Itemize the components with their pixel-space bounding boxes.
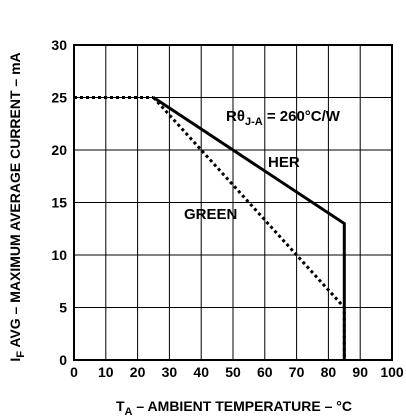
- x-tick-label-6: 60: [257, 364, 273, 380]
- y-axis-title: IF AVG – MAXIMUM AVERAGE CURRENT – mA: [7, 52, 27, 361]
- x-tick-label-0: 0: [70, 364, 78, 380]
- series-line-green: [152, 96, 346, 360]
- thermal-resistance-annotation: RθJ-A = 260°C/W: [226, 108, 341, 128]
- plot-frame: [73, 44, 393, 361]
- series-label-green: GREEN: [184, 206, 237, 223]
- x-tick-label-5: 50: [225, 364, 241, 380]
- x-tick-label-2: 20: [130, 364, 146, 380]
- x-tick-label-8: 80: [321, 364, 337, 380]
- y-tick-label-3: 15: [51, 195, 67, 211]
- x-tick-label-9: 90: [352, 364, 368, 380]
- y-tick-label-5: 25: [51, 90, 67, 106]
- y-tick-label-0: 0: [59, 352, 67, 368]
- y-tick-label-4: 20: [51, 142, 67, 158]
- series-layer: [74, 96, 346, 360]
- series-label-her: HER: [268, 154, 300, 171]
- x-axis-title: TA – AMBIENT TEMPERATURE – °C: [116, 398, 352, 417]
- y-tick-label-6: 30: [51, 37, 67, 53]
- x-tick-label-1: 10: [98, 364, 114, 380]
- x-tick-label-10: 100: [380, 364, 404, 380]
- y-tick-label-2: 10: [51, 247, 67, 263]
- x-tick-label-3: 30: [162, 364, 178, 380]
- series-line-her: [152, 96, 346, 360]
- y-tick-label-1: 5: [59, 300, 67, 316]
- x-tick-label-4: 40: [193, 364, 209, 380]
- x-tick-label-7: 70: [289, 364, 305, 380]
- y-tick-labels: 0 5 10 15 20 25 30: [51, 37, 67, 368]
- x-tick-labels: 0 10 20 30 40 50 60 70 80 90 100: [70, 364, 404, 380]
